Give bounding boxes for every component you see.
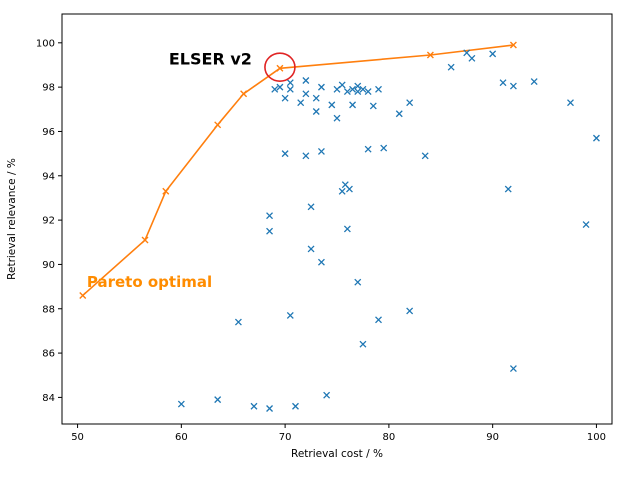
scatter-point-marker <box>240 90 248 98</box>
x-tick-label: 70 <box>279 432 292 443</box>
scatter-point-marker <box>354 82 362 90</box>
scatter-point-marker <box>582 221 590 229</box>
scatter-point-marker <box>489 50 497 58</box>
scatter-point-marker <box>406 307 414 315</box>
scatter-point-marker <box>364 145 372 153</box>
scatter-point-marker <box>292 402 299 410</box>
axes-layer: 50 60 70 80 90 100 84 86 88 90 92 94 96 98 100 <box>36 13 613 443</box>
scatter-point-marker <box>463 49 471 57</box>
y-tick-label: 84 <box>42 393 55 404</box>
scatter-point-marker <box>276 83 284 91</box>
y-axis-label: Retrieval relevance / % <box>6 158 18 280</box>
scatter-point-marker <box>297 99 305 107</box>
scatter-point-marker <box>426 51 434 59</box>
scatter-point-marker <box>79 291 87 299</box>
scatter-point-marker <box>234 318 242 326</box>
scatter-point-marker <box>567 99 574 107</box>
scatter-point-marker <box>338 187 346 195</box>
scatter-point-marker <box>333 114 341 122</box>
scatter-point-marker <box>162 187 170 195</box>
scatter-point-marker <box>317 258 325 266</box>
scatter-point-marker <box>312 108 320 115</box>
x-tick-label: 60 <box>175 432 188 443</box>
scatter-point-marker <box>499 79 507 87</box>
scatter-point-marker <box>375 316 382 324</box>
scatter-point-marker <box>343 225 351 233</box>
scatter-point-marker <box>286 85 294 93</box>
scatter-point-marker <box>141 236 149 244</box>
scatter-point-marker <box>302 152 310 160</box>
scatter-point-marker <box>271 85 279 93</box>
elser-highlight-circle <box>264 52 296 82</box>
y-tick-label: 100 <box>36 38 55 49</box>
scatter-point-marker <box>359 340 367 348</box>
scatter-point-marker <box>328 101 336 109</box>
scatter-point-marker <box>307 203 315 211</box>
scatter-point-marker <box>530 78 538 86</box>
scatter-point-marker <box>266 227 274 235</box>
scatter-point-marker <box>354 278 362 286</box>
y-tick-label: 96 <box>42 127 55 138</box>
pareto-optimal-annotation-label: Pareto optimal <box>87 273 212 291</box>
elser-v2-annotation-label: ELSER v2 <box>169 49 252 68</box>
scatter-point-marker <box>286 311 294 319</box>
scatter-point-marker <box>359 85 367 93</box>
scatter-point-marker <box>266 212 274 220</box>
scatter-point-marker <box>312 94 320 102</box>
scatter-point-marker <box>317 83 325 91</box>
scatter-point-marker <box>509 82 517 90</box>
scatter-point-marker <box>375 85 382 93</box>
scatter-point-marker <box>468 54 476 62</box>
scatter-point-marker <box>214 396 222 404</box>
series-layer <box>79 41 600 412</box>
scatter-point-marker <box>338 81 346 89</box>
scatter-point-marker <box>406 99 414 107</box>
scatter-point-marker <box>343 88 351 96</box>
scatter-point-marker <box>354 88 362 96</box>
plot-border <box>61 13 613 425</box>
x-tick-label: 80 <box>383 432 396 443</box>
scatter-point-marker <box>302 77 310 84</box>
x-tick-label: 100 <box>587 432 606 443</box>
scatter-point-marker <box>323 391 331 399</box>
scatter-point-marker <box>266 405 274 412</box>
scatter-point-marker <box>281 150 289 158</box>
x-axis-label: Retrieval cost / % <box>291 448 383 460</box>
scatter-point-marker <box>302 90 310 98</box>
y-tick-label: 98 <box>42 83 55 94</box>
y-tick-label: 86 <box>42 349 55 360</box>
scatter-point-marker <box>509 365 517 373</box>
scatter-point-marker <box>421 152 429 160</box>
y-tick-label: 94 <box>42 171 55 182</box>
scatter-point-marker <box>250 402 258 410</box>
scatter-point-marker <box>509 41 517 49</box>
scatter-point-marker <box>592 134 600 142</box>
scatter-point-marker <box>504 185 512 193</box>
scatter-point-marker <box>177 400 185 408</box>
scatter-point-marker <box>349 85 357 93</box>
annotation-layer <box>264 52 296 82</box>
y-tick-label: 88 <box>42 304 55 315</box>
y-tick-label: 92 <box>42 216 55 227</box>
x-tick-label: 90 <box>486 432 499 443</box>
scatter-point-marker <box>341 181 349 189</box>
scatter-point-marker <box>369 102 377 110</box>
scatter-point-marker <box>307 245 315 253</box>
pareto-frontier-line <box>82 44 514 297</box>
scatter-point-marker <box>380 144 388 152</box>
scatter-point-marker <box>286 79 294 87</box>
scatter-point-marker <box>395 110 403 118</box>
scatter-point-marker <box>447 63 455 71</box>
scatter-point-marker <box>317 147 325 155</box>
scatter-point-marker <box>349 101 357 109</box>
scatter-point-marker <box>214 121 222 129</box>
scatter-point-marker <box>364 88 372 96</box>
scatter-point-marker <box>276 64 284 72</box>
x-tick-label: 50 <box>71 432 84 443</box>
scatter-point-marker <box>281 94 289 102</box>
y-tick-label: 90 <box>42 260 55 271</box>
